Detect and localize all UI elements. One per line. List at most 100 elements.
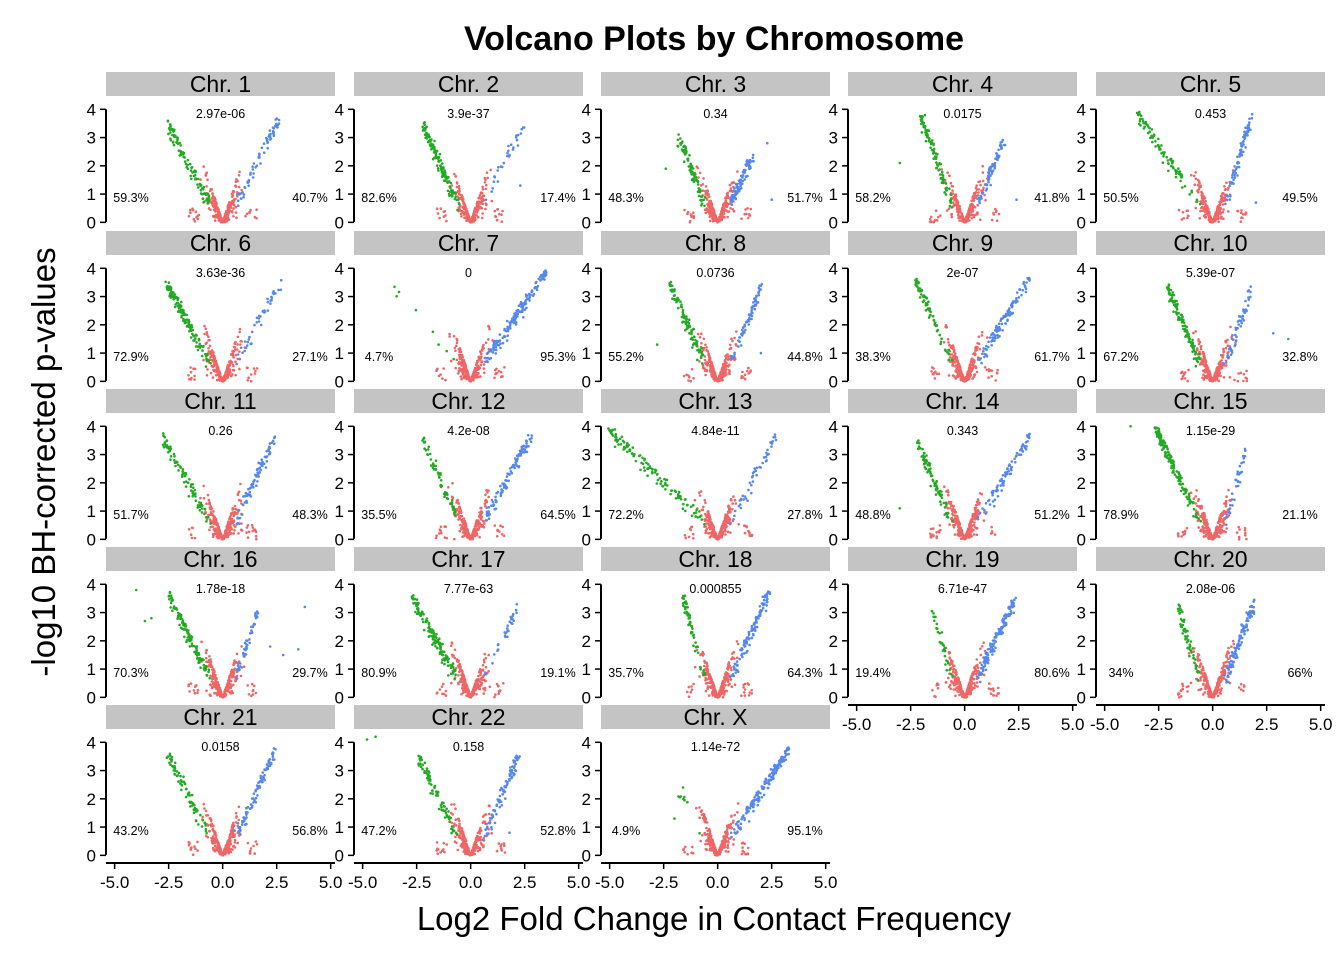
pvalue-annotation: 3.9e-37 <box>447 107 489 121</box>
data-point <box>1186 216 1189 220</box>
data-point <box>951 364 954 367</box>
data-point <box>957 206 960 210</box>
data-point <box>490 199 494 203</box>
data-point <box>709 363 713 367</box>
data-point <box>201 197 205 201</box>
data-point <box>1196 183 1200 187</box>
y-tick-label: 1 <box>335 185 344 204</box>
y-tick-label: 4 <box>1077 259 1086 278</box>
data-point <box>929 142 933 146</box>
data-point <box>721 214 724 218</box>
data-point <box>485 183 488 187</box>
data-point <box>460 195 464 198</box>
data-point <box>246 524 250 527</box>
data-point <box>436 212 440 215</box>
data-point <box>747 320 751 323</box>
data-point <box>1232 178 1235 182</box>
data-point <box>1217 220 1220 224</box>
data-point <box>524 293 528 297</box>
data-point <box>494 348 498 352</box>
data-point <box>682 374 686 378</box>
data-point <box>734 197 737 201</box>
data-point <box>972 205 975 209</box>
data-point <box>1187 368 1190 372</box>
data-point <box>196 183 199 186</box>
data-point <box>279 278 283 282</box>
data-point <box>985 368 989 372</box>
data-point <box>979 183 982 187</box>
y-tick-label: 3 <box>87 288 96 307</box>
facet-label: Chr. 2 <box>438 71 499 97</box>
data-point <box>189 174 192 178</box>
pvalue-annotation: 0.0736 <box>696 266 734 280</box>
data-point <box>990 344 993 347</box>
data-point <box>248 335 251 339</box>
data-point <box>210 188 214 191</box>
data-point <box>431 157 435 161</box>
data-point <box>193 378 196 381</box>
data-point <box>1241 144 1244 147</box>
data-point <box>693 335 696 339</box>
data-point <box>172 133 176 137</box>
data-point <box>938 333 942 337</box>
data-point <box>185 325 189 328</box>
data-point <box>186 158 190 162</box>
data-point <box>487 338 490 341</box>
data-point <box>476 203 480 206</box>
data-point <box>1172 310 1175 314</box>
data-point <box>1237 315 1241 318</box>
data-point <box>686 157 690 160</box>
data-point <box>941 174 945 177</box>
data-point <box>705 346 708 349</box>
data-point <box>501 209 504 213</box>
data-point <box>196 214 199 218</box>
data-point <box>212 510 215 513</box>
data-point <box>750 314 754 318</box>
data-point <box>956 363 960 366</box>
left-percent-annotation: 67.2% <box>1103 350 1138 364</box>
data-point <box>976 341 979 345</box>
data-point <box>470 218 474 221</box>
data-point <box>1220 366 1224 370</box>
scatter-points <box>164 278 283 383</box>
data-point <box>929 146 932 149</box>
data-point <box>682 150 685 154</box>
data-point <box>687 374 690 378</box>
data-point <box>689 162 692 166</box>
data-point <box>485 352 489 356</box>
data-point <box>946 337 950 341</box>
data-point <box>230 210 234 213</box>
data-point <box>466 212 470 216</box>
data-point <box>1015 291 1019 294</box>
data-point <box>254 369 257 373</box>
data-point <box>712 208 715 212</box>
data-point <box>929 314 932 317</box>
data-point <box>481 212 484 215</box>
data-point <box>1201 358 1205 361</box>
data-point <box>204 352 207 356</box>
data-point <box>717 218 720 222</box>
data-point <box>691 167 695 170</box>
pvalue-annotation: 2e-07 <box>947 266 979 280</box>
data-point <box>255 367 259 370</box>
data-point <box>1206 369 1210 373</box>
data-point <box>474 366 478 370</box>
data-point <box>682 145 685 149</box>
data-point <box>483 176 487 180</box>
data-point <box>442 367 445 370</box>
data-point <box>478 194 482 197</box>
data-point <box>461 198 465 201</box>
data-point <box>493 175 497 179</box>
data-point <box>179 300 183 304</box>
data-point <box>491 187 495 190</box>
data-point <box>235 362 238 366</box>
data-point <box>962 376 965 380</box>
data-point <box>990 374 993 378</box>
data-point <box>916 285 919 289</box>
data-point <box>233 528 236 532</box>
data-point <box>1249 290 1252 294</box>
data-point <box>920 131 924 134</box>
data-point <box>227 218 231 221</box>
data-point <box>996 158 999 162</box>
